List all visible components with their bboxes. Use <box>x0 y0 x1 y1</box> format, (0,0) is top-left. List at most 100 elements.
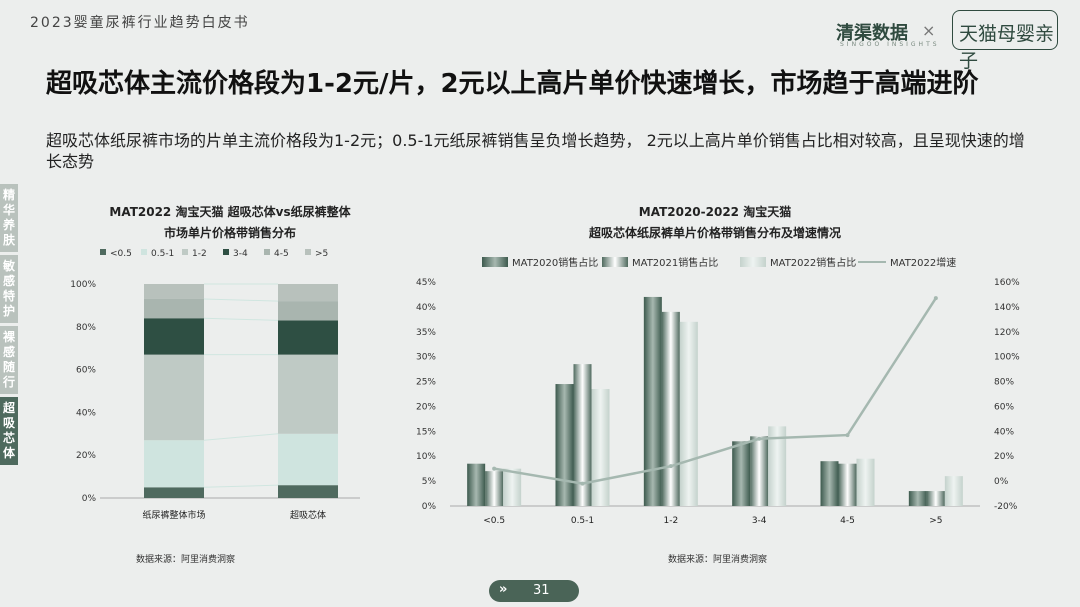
grouped-bar <box>908 491 927 506</box>
y-right-tick-label: 100% <box>994 353 1020 363</box>
legend-swatch <box>264 249 270 255</box>
report-title: 2023婴童尿裤行业趋势白皮书 <box>30 15 250 31</box>
chart2-source: 数据来源：阿里消费洞察 <box>668 555 768 565</box>
growth-line <box>493 297 937 485</box>
connector-line <box>203 433 279 441</box>
y-right-tick-label: 0% <box>994 477 1009 487</box>
tmall-logo: 天猫母婴亲子 <box>952 10 1058 72</box>
x-tick-label: 4-5 <box>840 516 855 526</box>
next-arrow-icon[interactable]: » <box>499 582 508 597</box>
y-left-tick-label: 40% <box>416 303 436 313</box>
grouped-bar <box>768 426 787 506</box>
grouped-bar <box>503 468 522 506</box>
grouped-bar <box>732 441 751 506</box>
chart2-title-line: 超吸芯体纸尿裤单片价格带销售分布及增速情况 <box>588 225 841 240</box>
connector-line <box>203 298 279 302</box>
x-tick-label: 超吸芯体 <box>290 509 326 521</box>
y-left-tick-label: 0% <box>422 502 437 512</box>
legend-swatch <box>740 257 766 267</box>
legend-label: 0.5-1 <box>151 249 174 259</box>
legend-label: 3-4 <box>233 249 248 259</box>
page-title: 超吸芯体主流价格段为1-2元/片，2元以上高片单价快速增长，市场趋于高端进阶 <box>46 69 979 99</box>
legend-label: MAT2022增速 <box>890 256 956 269</box>
chart1-title-line: 市场单片价格带销售分布 <box>164 225 296 240</box>
y-tick-label: 100% <box>70 280 96 290</box>
qingqu-logo-subtitle: SINGOO INSIGHTS <box>840 41 940 48</box>
legend-label: MAT2021销售占比 <box>632 256 718 269</box>
legend-label: MAT2022销售占比 <box>770 256 856 269</box>
qingqu-logo: 清渠数据 <box>836 23 908 44</box>
tab-jinghua[interactable]: 精华养肤 <box>0 184 18 252</box>
sidebar-tabs: 精华养肤 敏感特护 裸感随行 超吸芯体 <box>0 184 18 468</box>
tab-minggan[interactable]: 敏感特护 <box>0 255 18 323</box>
grouped-bar <box>643 296 662 506</box>
x-tick-label: 纸尿裤整体市场 <box>142 509 205 521</box>
y-right-tick-label: 160% <box>994 278 1020 288</box>
x-tick-label: >5 <box>929 516 942 526</box>
y-right-tick-label: 80% <box>994 378 1014 388</box>
growth-point <box>580 481 585 486</box>
growth-point <box>492 466 497 471</box>
legend-label: 1-2 <box>192 249 207 259</box>
y-tick-label: 40% <box>76 408 96 418</box>
x-tick-label: 3-4 <box>752 516 767 526</box>
y-left-tick-label: 10% <box>416 452 436 462</box>
legend-swatch <box>100 249 106 255</box>
y-left-tick-label: 25% <box>416 378 436 388</box>
page-description: 超吸芯体纸尿裤市场的片单主流价格段为1-2元；0.5-1元纸尿裤销售呈负增长趋势… <box>46 131 1025 171</box>
y-left-tick-label: 30% <box>416 353 436 363</box>
grouped-bar <box>679 321 698 506</box>
grouped-bar <box>944 476 963 506</box>
y-right-tick-label: 20% <box>994 452 1014 462</box>
stacked-bar-segment <box>278 433 338 486</box>
x-tick-label: 0.5-1 <box>571 516 594 526</box>
tab-chaoxi[interactable]: 超吸芯体 <box>0 397 18 465</box>
growth-point <box>933 296 938 301</box>
grouped-bar <box>591 389 610 506</box>
y-left-tick-label: 20% <box>416 402 436 412</box>
grouped-bar <box>661 311 680 506</box>
grouped-bar <box>856 458 875 506</box>
tab-luogan[interactable]: 裸感随行 <box>0 326 18 394</box>
chart2-title-line: MAT2020-2022 淘宝天猫 <box>639 204 791 219</box>
y-right-tick-label: 60% <box>994 402 1014 412</box>
x-tick-label: <0.5 <box>483 516 505 526</box>
stacked-bar-segment <box>144 298 204 319</box>
grouped-bar <box>467 463 486 506</box>
connector-line <box>203 317 279 321</box>
legend-swatch <box>305 249 311 255</box>
stacked-bar-segment <box>278 284 338 302</box>
stacked-bar-segment <box>278 354 338 434</box>
y-tick-label: 20% <box>76 451 96 461</box>
y-right-tick-label: -20% <box>994 502 1018 512</box>
y-right-tick-label: 40% <box>994 427 1014 437</box>
y-left-tick-label: 45% <box>416 278 436 288</box>
legend-label: <0.5 <box>110 249 132 259</box>
legend-swatch <box>182 249 188 255</box>
legend-swatch <box>141 249 147 255</box>
legend-swatch <box>482 257 508 267</box>
grouped-bar <box>573 364 592 506</box>
grouped-bar <box>926 491 945 506</box>
y-left-tick-label: 15% <box>416 427 436 437</box>
stacked-bar-segment <box>278 301 338 321</box>
stacked-bar-segment <box>144 354 204 441</box>
grouped-bar <box>820 461 839 506</box>
legend-label: MAT2020销售占比 <box>512 256 598 269</box>
logo-separator: × <box>922 21 936 40</box>
connector-line <box>203 484 279 488</box>
growth-point <box>845 433 850 438</box>
y-tick-label: 80% <box>76 323 96 333</box>
stacked-bar-segment <box>144 318 204 355</box>
page-number: 31 <box>533 583 550 598</box>
grouped-bar <box>485 471 504 506</box>
y-left-tick-label: 5% <box>422 477 437 487</box>
legend-swatch <box>602 257 628 267</box>
stacked-bar-segment <box>144 487 204 498</box>
y-tick-label: 60% <box>76 366 96 376</box>
page-indicator: » 31 <box>489 580 579 602</box>
tmall-logo-text: 天猫母婴亲子 <box>959 23 1055 72</box>
grouped-bar <box>750 436 769 506</box>
y-tick-label: 0% <box>82 494 97 504</box>
grouped-bar <box>838 463 857 506</box>
